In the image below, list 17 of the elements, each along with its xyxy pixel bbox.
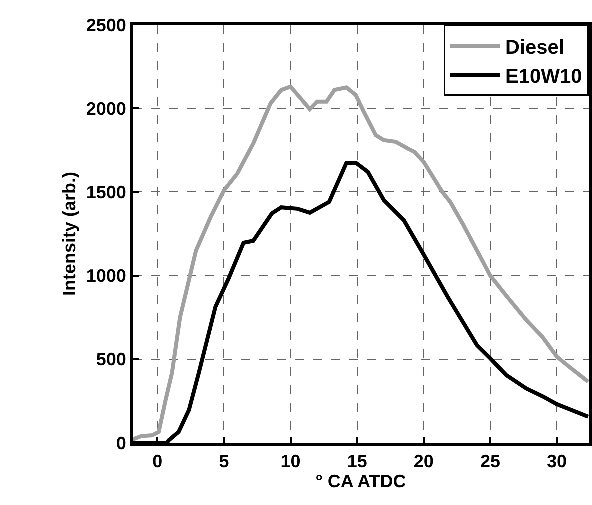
x-tick-label: 20 [414, 452, 434, 472]
x-tick-label: 15 [347, 452, 368, 472]
legend-label: E10W10 [506, 66, 582, 88]
y-tick-label: 0 [116, 433, 126, 454]
y-tick-label: 2500 [86, 15, 126, 36]
y-tick-label: 1000 [86, 266, 126, 286]
x-tick-label: 25 [480, 452, 500, 472]
x-tick-label: 30 [547, 452, 568, 472]
y-tick-label: 500 [96, 350, 126, 370]
x-tick-label: 5 [219, 452, 230, 472]
x-axis-title: ° CA ATDC [316, 472, 406, 492]
legend-label: Diesel [506, 36, 564, 59]
y-tick-label: 1500 [86, 182, 126, 202]
y-tick-label: 2000 [86, 98, 126, 119]
y-axis-title: Intensity (arb.) [60, 172, 80, 296]
x-tick-label: 0 [152, 452, 163, 472]
x-tick-label: 10 [280, 452, 301, 472]
